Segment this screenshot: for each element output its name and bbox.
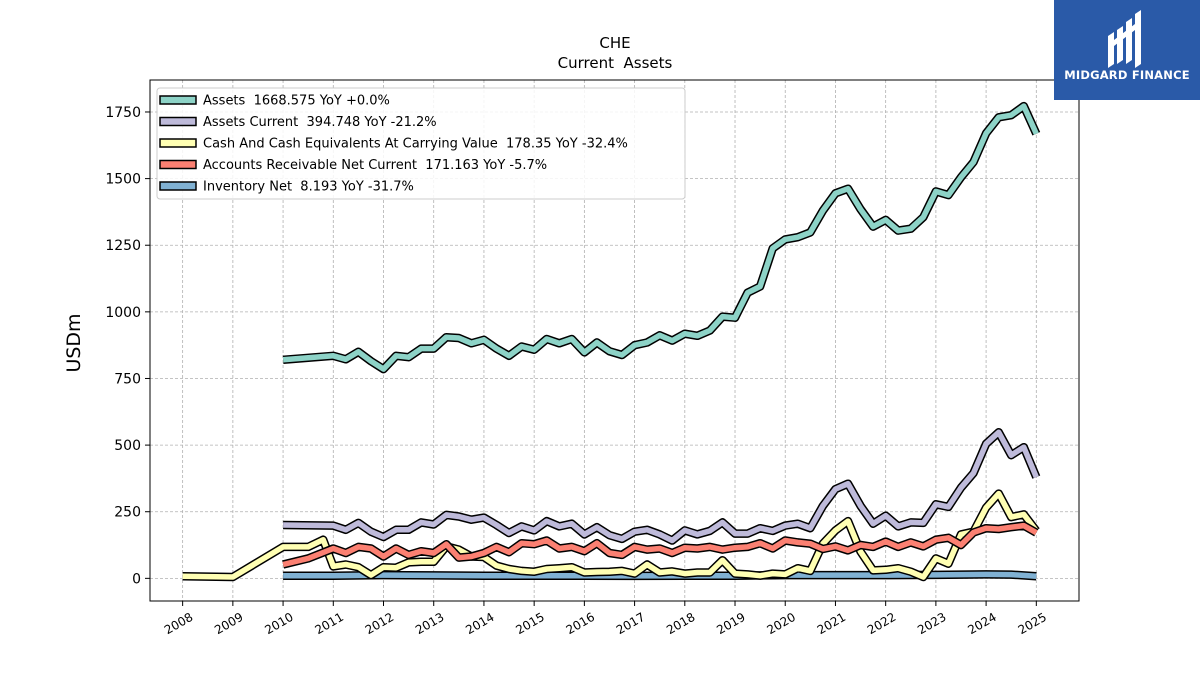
x-tick-label: 2009 [212, 610, 245, 637]
x-tick-label: 2016 [564, 610, 597, 637]
x-tick-label: 2020 [765, 610, 798, 637]
series-line [182, 490, 1039, 580]
series-line [282, 522, 1038, 568]
y-tick-label: 0 [132, 571, 141, 587]
y-tick-label: 1250 [105, 238, 141, 254]
legend-label: Assets Current 394.748 YoY -21.2% [203, 115, 437, 130]
legend-label: Inventory Net 8.193 YoY -31.7% [203, 180, 414, 195]
x-tick-label: 2014 [463, 610, 496, 637]
x-tick-label: 2008 [162, 610, 195, 637]
chart-title: CHE [599, 34, 630, 52]
x-tick-label: 2019 [714, 610, 747, 637]
x-tick-label: 2024 [965, 610, 998, 637]
series-group [182, 101, 1041, 582]
series-line [283, 429, 1039, 544]
x-tick-label: 2011 [313, 610, 346, 637]
chart-subtitle: Current Assets [558, 54, 673, 72]
x-tick-label: 2018 [664, 610, 697, 637]
x-tick-label: 2015 [513, 610, 546, 637]
x-tick-label: 2023 [915, 610, 948, 637]
legend-swatch [159, 138, 197, 148]
series-line [282, 103, 1039, 372]
legend-swatch [159, 95, 197, 105]
x-tick-label: 2010 [262, 610, 295, 637]
y-tick-label: 250 [114, 505, 141, 521]
brand-logo: MIDGARD FINANCE [1054, 0, 1200, 100]
x-tick-label: 2013 [413, 610, 446, 637]
legend: Assets 1668.575 YoY +0.0% Assets Current … [156, 87, 686, 200]
x-tick-label: 2022 [865, 610, 898, 637]
legend-label: Assets 1668.575 YoY +0.0% [203, 94, 390, 109]
y-tick-label: 1500 [105, 172, 141, 188]
x-tick-label: 2017 [614, 610, 647, 637]
x-tick-label: 2025 [1016, 610, 1049, 637]
x-tick-label: 2012 [363, 610, 396, 637]
plot-frame [149, 79, 1080, 602]
legend-swatch [159, 116, 197, 127]
legend-label: Accounts Receivable Net Current 171.163 … [203, 158, 547, 173]
y-tick-label: 1750 [105, 105, 141, 121]
legend-swatch [159, 159, 197, 170]
midgard-m-icon [1108, 10, 1141, 68]
legend-box [156, 87, 686, 200]
x-tick-label: 2021 [815, 610, 848, 637]
legend-swatch [159, 181, 197, 191]
brand-name: MIDGARD FINANCE [1064, 68, 1190, 82]
y-tick-label: 500 [114, 438, 141, 454]
y-axis-label: USDm [63, 313, 85, 372]
y-tick-label: 1000 [105, 305, 141, 321]
y-tick-label: 750 [114, 371, 141, 387]
legend-label: Cash And Cash Equivalents At Carrying Va… [203, 137, 628, 152]
